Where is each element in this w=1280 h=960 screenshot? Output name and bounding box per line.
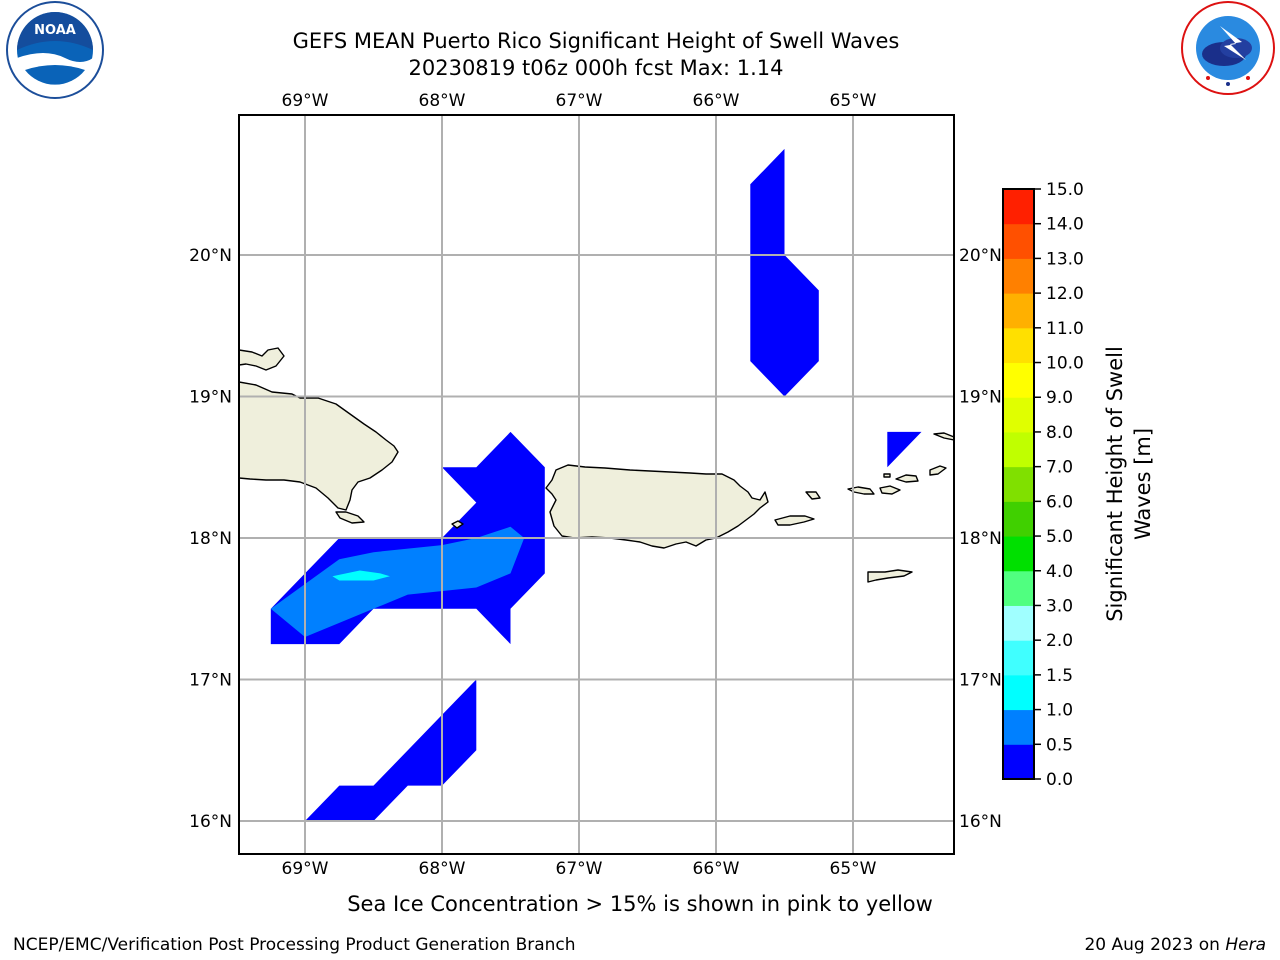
lat-label-left: 18°N <box>189 529 232 549</box>
lon-label-bottom: 65°W <box>830 859 877 879</box>
colorbar-swatch <box>1003 744 1034 780</box>
footer-credit: NCEP/EMC/Verification Post Processing Pr… <box>13 935 576 955</box>
lat-label-left: 17°N <box>189 671 232 691</box>
colorbar-tick-label: 14.0 <box>1046 215 1084 235</box>
vieques-island <box>774 515 815 526</box>
colorbar: 0.0 0.5 1.0 1.5 2.0 3.0 4.0 5.0 6.0 7.0 8.0 9.0 10.0… <box>1002 180 1155 790</box>
colorbar-tick-label: 8.0 <box>1046 423 1073 443</box>
colorbar-tick-label: 1.5 <box>1046 666 1073 686</box>
colorbar-swatch <box>1003 570 1034 606</box>
colorbar-tick-label: 0.0 <box>1046 770 1073 790</box>
jost-van-dyke-island <box>883 473 891 478</box>
lon-labels-top: 69°W 68°W 67°W 66°W 65°W <box>282 91 877 111</box>
nws-logo-icon <box>1181 1 1275 95</box>
colorbar-swatch <box>1003 466 1034 502</box>
lat-label-right: 17°N <box>959 671 1002 691</box>
anegada-island <box>933 432 954 441</box>
lon-label-top: 67°W <box>556 91 603 111</box>
lat-label-left: 19°N <box>189 388 232 408</box>
lat-label-right: 19°N <box>959 388 1002 408</box>
colorbar-tick-label: 6.0 <box>1046 492 1073 512</box>
swell-region-mona-passage-max <box>332 570 390 581</box>
colorbar-frame <box>1002 188 1035 780</box>
tortola-island <box>895 474 919 483</box>
colorbar-swatches <box>1003 189 1034 780</box>
colorbar-tick-label: 7.0 <box>1046 458 1073 478</box>
swell-region-north <box>750 148 819 397</box>
colorbar-swatch <box>1003 674 1034 711</box>
colorbar-tick-label: 15.0 <box>1046 180 1084 200</box>
map-subtitle: 20230819 t06z 000h fcst Max: 1.14 <box>409 56 784 80</box>
land-masses <box>239 347 954 583</box>
colorbar-title: Waves [m] <box>1131 428 1155 540</box>
colorbar-tick-label: 3.0 <box>1046 597 1073 617</box>
lon-label-top: 68°W <box>419 91 466 111</box>
lat-label-left: 16°N <box>189 812 232 832</box>
colorbar-swatch <box>1003 431 1034 468</box>
colorbar-title-line1: Significant Height of Swell <box>1103 346 1127 622</box>
colorbar-tick-label: 1.0 <box>1046 701 1073 721</box>
lat-label-right: 18°N <box>959 529 1002 549</box>
lat-label-right: 20°N <box>959 246 1002 266</box>
colorbar-swatch <box>1003 258 1034 294</box>
st-john-island <box>879 485 901 495</box>
graticule <box>239 115 954 854</box>
lat-labels-right: 20°N 19°N 18°N 17°N 16°N <box>959 246 1002 832</box>
colorbar-swatch <box>1003 640 1034 676</box>
colorbar-tick-label: 13.0 <box>1046 249 1084 269</box>
lat-label-right: 16°N <box>959 812 1002 832</box>
lon-label-bottom: 69°W <box>282 859 329 879</box>
lon-label-bottom: 68°W <box>419 859 466 879</box>
swell-region-south <box>305 679 477 821</box>
culebra-island <box>805 491 821 500</box>
noaa-logo-icon: NOAA <box>6 1 104 99</box>
colorbar-tick-label: 2.0 <box>1046 631 1073 651</box>
noaa-logo-text: NOAA <box>34 23 76 38</box>
mona-island <box>451 520 464 529</box>
colorbar-swatch <box>1003 501 1034 537</box>
lat-label-left: 20°N <box>189 246 232 266</box>
lon-label-top: 69°W <box>282 91 329 111</box>
lon-label-bottom: 66°W <box>693 859 740 879</box>
colorbar-tick-label: 11.0 <box>1046 319 1084 339</box>
footer-date: 20 Aug 2023 on Hera <box>1084 935 1266 955</box>
colorbar-swatch <box>1003 189 1034 225</box>
colorbar-swatch <box>1003 327 1034 364</box>
lon-labels-bottom: 69°W 68°W 67°W 66°W 65°W <box>282 859 877 879</box>
sea-ice-note: Sea Ice Concentration > 15% is shown in … <box>347 892 933 916</box>
colorbar-tick-label: 0.5 <box>1046 735 1073 755</box>
st-croix-island <box>867 569 913 583</box>
footer-host: Hera <box>1225 935 1266 955</box>
hispaniola-land <box>239 381 399 511</box>
lon-label-bottom: 67°W <box>556 859 603 879</box>
colorbar-labels: 0.0 0.5 1.0 1.5 2.0 3.0 4.0 5.0 6.0 7.0 8.0 9.0 10.0… <box>1034 180 1084 790</box>
colorbar-swatch <box>1003 293 1034 329</box>
colorbar-tick-label: 9.0 <box>1046 388 1073 408</box>
saona-island <box>335 511 365 524</box>
colorbar-title: Significant Height of Swell <box>1103 346 1127 622</box>
colorbar-swatch <box>1003 536 1034 572</box>
map-panel <box>238 114 955 855</box>
colorbar-swatch <box>1003 223 1034 259</box>
lat-labels-left: 20°N 19°N 18°N 17°N 16°N <box>189 246 232 832</box>
colorbar-tick-label: 4.0 <box>1046 562 1073 582</box>
lon-label-top: 66°W <box>693 91 740 111</box>
swell-region-virgin-islands <box>887 431 922 468</box>
colorbar-swatch <box>1003 362 1034 398</box>
swell-region-mona-passage-core <box>270 526 525 637</box>
colorbar-tick-label: 10.0 <box>1046 354 1084 374</box>
colorbar-tick-label: 5.0 <box>1046 527 1073 547</box>
lon-label-top: 65°W <box>830 91 877 111</box>
colorbar-tick-label: 12.0 <box>1046 284 1084 304</box>
map-frame <box>238 114 955 855</box>
tortuga-island <box>239 347 285 371</box>
virgin-gorda-island <box>929 465 947 476</box>
footer-date-text: 20 Aug 2023 on <box>1084 935 1225 955</box>
colorbar-swatch <box>1003 605 1034 641</box>
colorbar-swatch <box>1003 397 1034 433</box>
colorbar-swatch <box>1003 709 1034 745</box>
map-title: GEFS MEAN Puerto Rico Significant Height… <box>293 29 900 53</box>
puerto-rico-land <box>545 464 769 549</box>
colorbar-title-line2: Waves [m] <box>1131 428 1155 540</box>
